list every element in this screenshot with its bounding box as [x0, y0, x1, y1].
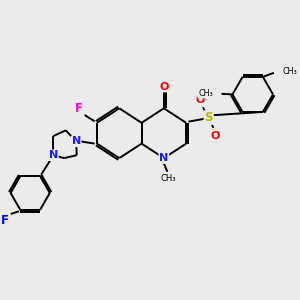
Text: S: S — [205, 111, 213, 124]
Text: N: N — [71, 136, 81, 146]
Text: CH₃: CH₃ — [160, 175, 176, 184]
Text: O: O — [195, 94, 205, 105]
Text: CH₃: CH₃ — [283, 67, 297, 76]
Text: CH₃: CH₃ — [198, 89, 213, 98]
Text: N: N — [49, 150, 58, 160]
Text: F: F — [75, 102, 83, 115]
Text: N: N — [159, 153, 169, 163]
Text: F: F — [1, 214, 9, 227]
Text: O: O — [159, 82, 169, 92]
Text: O: O — [210, 130, 220, 140]
